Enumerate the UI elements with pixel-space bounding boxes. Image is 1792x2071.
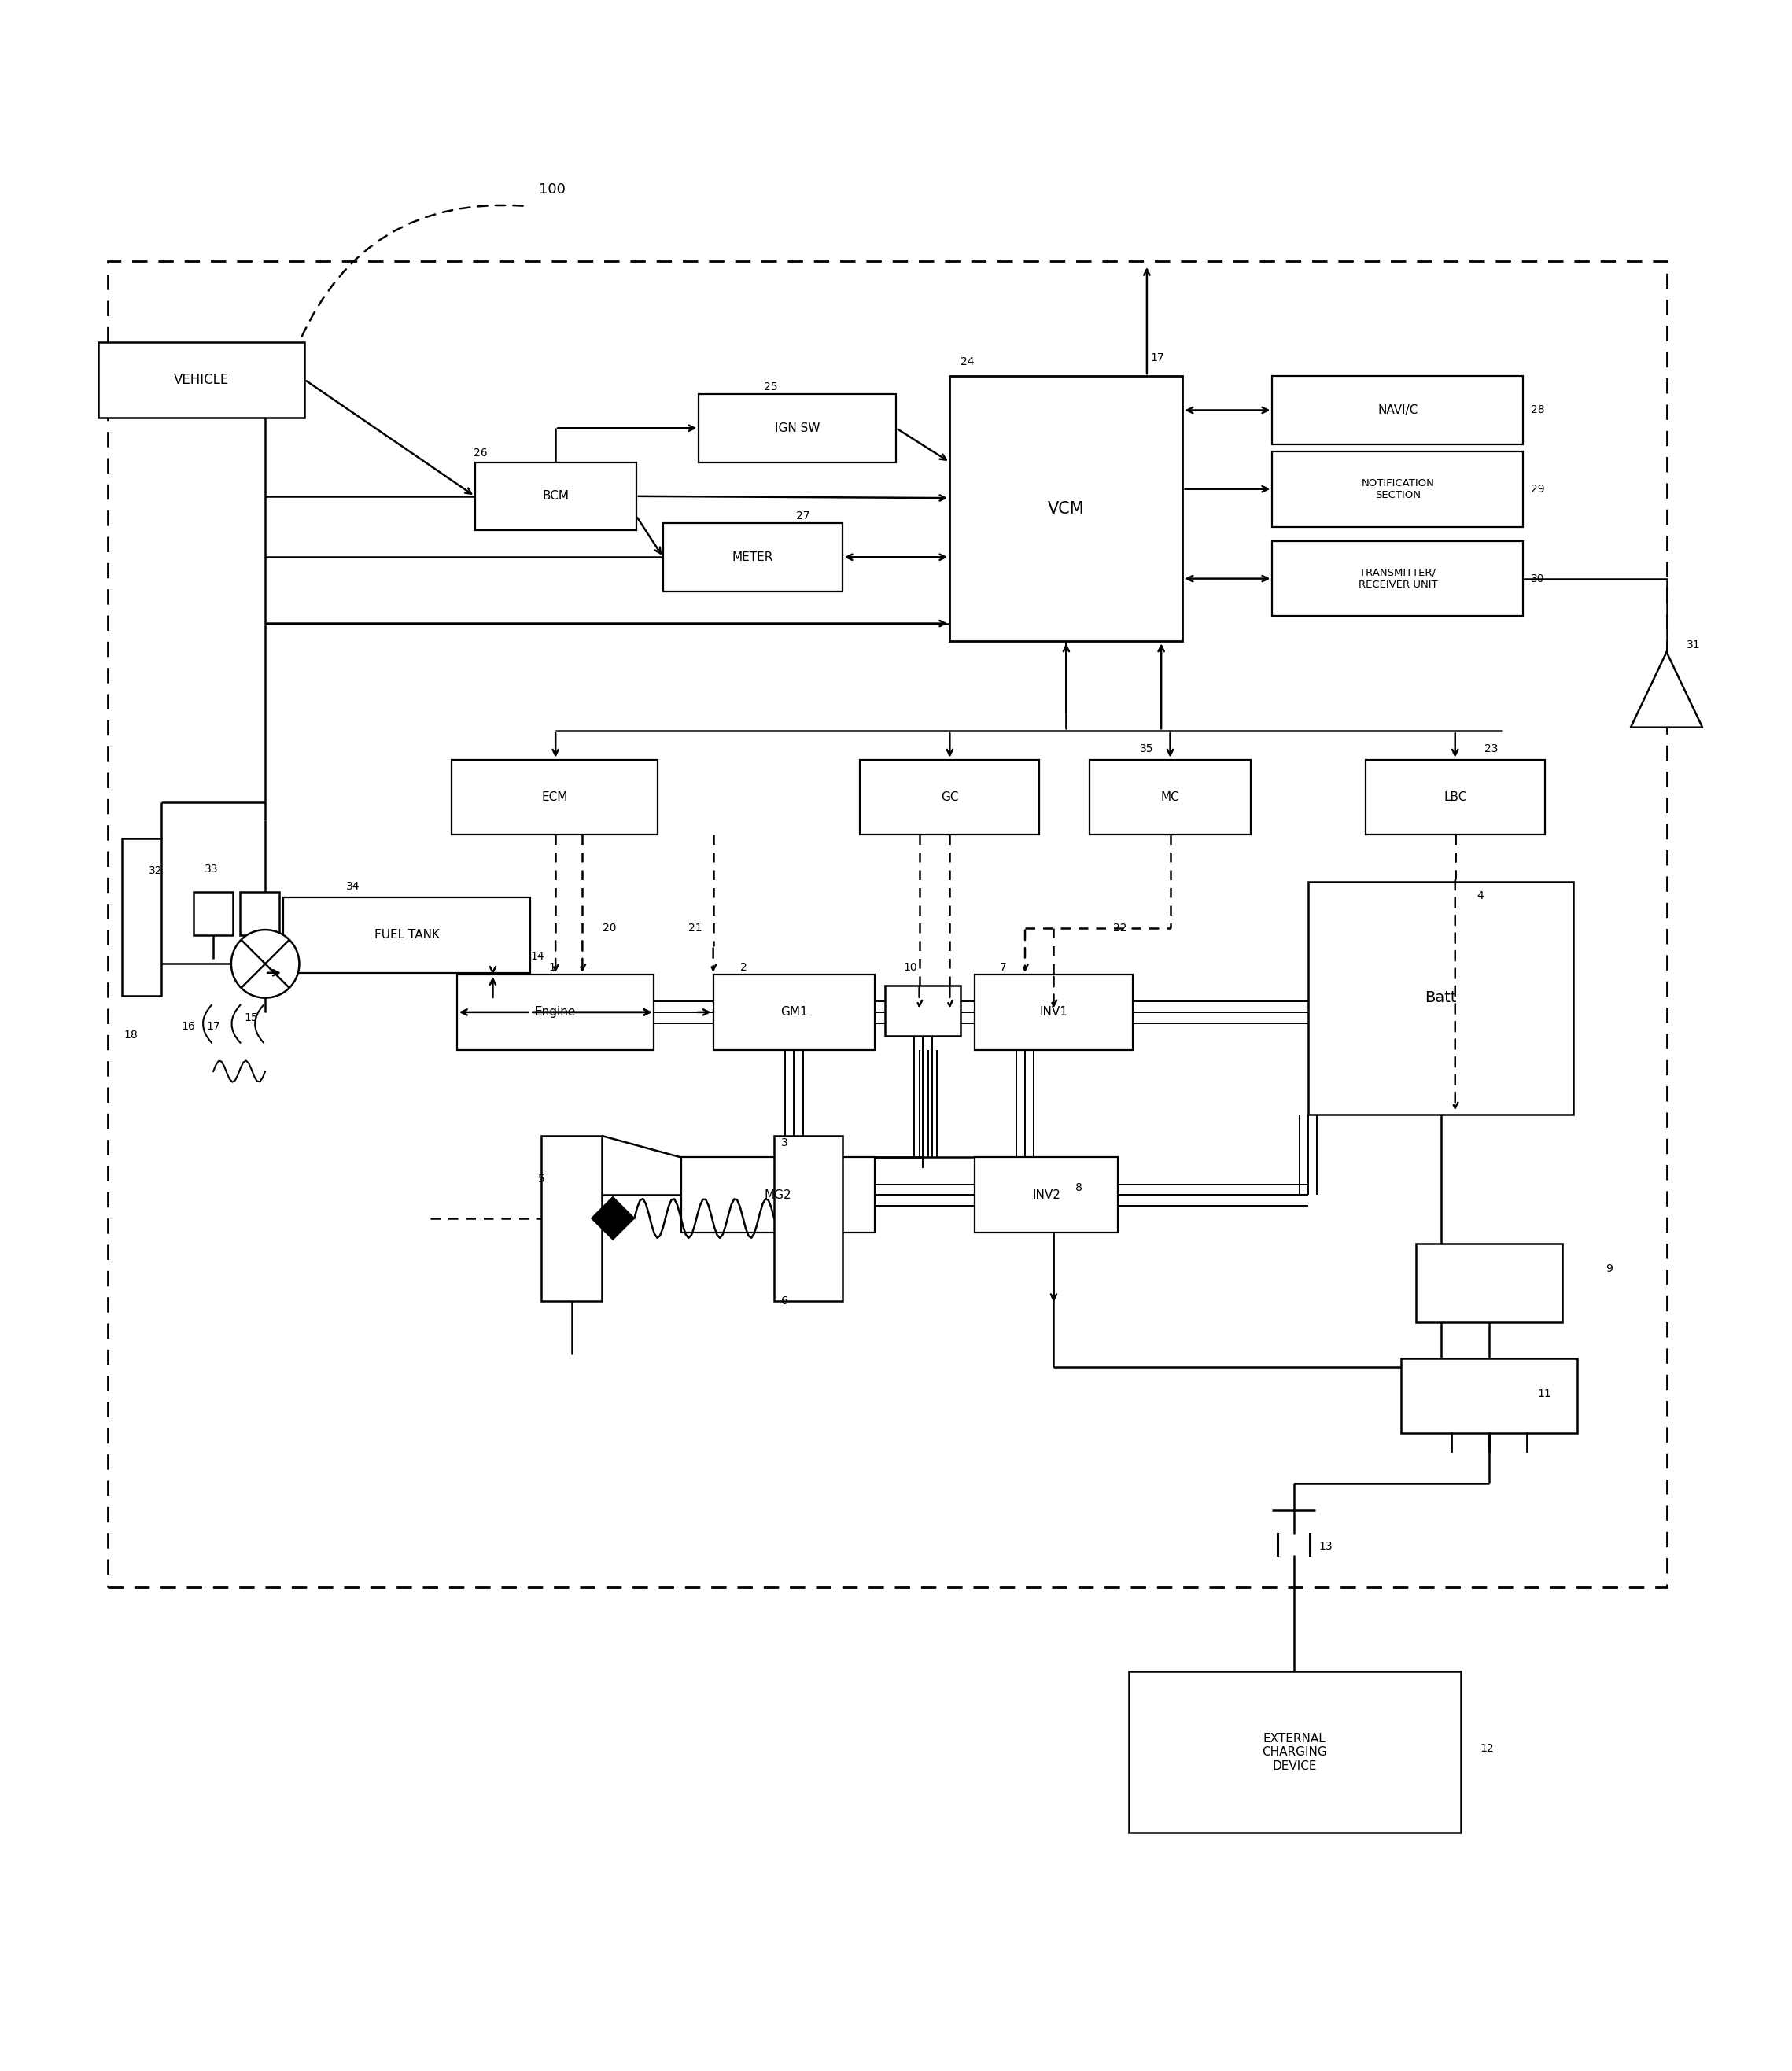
Text: 29: 29	[1530, 483, 1545, 495]
Text: 10: 10	[903, 961, 918, 973]
Text: MG2: MG2	[763, 1189, 792, 1201]
Bar	[1129, 1671, 1460, 1833]
Bar	[950, 377, 1183, 642]
Text: 17: 17	[1150, 352, 1165, 364]
Text: 22: 22	[1113, 922, 1127, 934]
Text: 35: 35	[1140, 743, 1154, 754]
Text: FUEL TANK: FUEL TANK	[375, 930, 439, 940]
Bar	[452, 760, 658, 835]
Bar	[99, 342, 305, 418]
Text: 11: 11	[1538, 1388, 1552, 1400]
Bar	[194, 893, 233, 936]
Bar	[1308, 882, 1573, 1114]
Text: 18: 18	[124, 1029, 138, 1042]
Bar	[1090, 760, 1251, 835]
Bar	[860, 760, 1039, 835]
Circle shape	[231, 930, 299, 998]
Text: 4: 4	[1477, 891, 1484, 901]
Bar	[663, 524, 842, 590]
Text: VCM: VCM	[1048, 501, 1084, 516]
Polygon shape	[1631, 652, 1702, 727]
Bar	[108, 261, 1667, 1586]
Text: 1: 1	[548, 961, 556, 973]
Bar	[541, 1135, 602, 1301]
Bar	[699, 393, 896, 462]
Bar	[240, 893, 280, 936]
Text: 15: 15	[244, 1013, 258, 1023]
Text: 32: 32	[149, 866, 163, 876]
Text: IGN SW: IGN SW	[774, 422, 821, 435]
Text: MC: MC	[1161, 791, 1179, 804]
Text: NAVI/C: NAVI/C	[1378, 404, 1417, 416]
Text: INV2: INV2	[1032, 1189, 1061, 1201]
Text: 30: 30	[1530, 574, 1545, 584]
Text: 16: 16	[181, 1021, 195, 1031]
Polygon shape	[591, 1197, 634, 1241]
Bar	[713, 975, 874, 1050]
Text: 5: 5	[538, 1174, 545, 1185]
Text: 17: 17	[206, 1021, 220, 1031]
Text: LBC: LBC	[1444, 791, 1466, 804]
Bar	[122, 839, 161, 996]
Text: 26: 26	[473, 447, 487, 458]
Text: 34: 34	[346, 882, 360, 893]
Text: 25: 25	[763, 381, 778, 391]
Bar	[1366, 760, 1545, 835]
Bar	[885, 986, 961, 1036]
Bar	[681, 1158, 874, 1232]
Text: ECM: ECM	[541, 791, 568, 804]
Text: 27: 27	[796, 509, 810, 522]
Bar	[975, 1158, 1118, 1232]
Text: 20: 20	[602, 922, 616, 934]
Bar	[975, 975, 1133, 1050]
Bar	[1272, 541, 1523, 617]
Text: 31: 31	[1686, 640, 1701, 650]
Bar	[1416, 1243, 1563, 1321]
Bar	[475, 462, 636, 530]
Text: 33: 33	[204, 864, 219, 874]
Text: NOTIFICATION
SECTION: NOTIFICATION SECTION	[1362, 478, 1434, 499]
Text: Engine: Engine	[536, 1007, 575, 1019]
Text: 23: 23	[1484, 743, 1498, 754]
Bar	[774, 1135, 842, 1301]
Text: 8: 8	[1075, 1183, 1082, 1193]
Bar	[283, 897, 530, 973]
Text: 12: 12	[1480, 1744, 1495, 1754]
Text: VEHICLE: VEHICLE	[174, 373, 229, 387]
Text: 13: 13	[1319, 1541, 1333, 1551]
Text: METER: METER	[733, 551, 772, 563]
Text: 28: 28	[1530, 404, 1545, 416]
Text: GM1: GM1	[780, 1007, 808, 1019]
Bar	[1272, 451, 1523, 526]
Text: INV1: INV1	[1039, 1007, 1068, 1019]
Text: 24: 24	[961, 356, 975, 367]
Text: 100: 100	[539, 182, 564, 197]
Text: 21: 21	[688, 922, 702, 934]
Bar	[1272, 377, 1523, 443]
Text: BCM: BCM	[543, 491, 568, 501]
Text: Batt: Batt	[1425, 990, 1457, 1004]
Text: 3: 3	[781, 1137, 788, 1149]
Bar	[457, 975, 654, 1050]
Text: 9: 9	[1606, 1263, 1613, 1274]
Text: EXTERNAL
CHARGING
DEVICE: EXTERNAL CHARGING DEVICE	[1262, 1733, 1328, 1773]
Text: TRANSMITTER/
RECEIVER UNIT: TRANSMITTER/ RECEIVER UNIT	[1358, 567, 1437, 590]
Text: 6: 6	[781, 1294, 788, 1307]
Text: 14: 14	[530, 951, 545, 963]
Text: 2: 2	[740, 961, 747, 973]
Text: GC: GC	[941, 791, 959, 804]
Text: 7: 7	[1000, 961, 1007, 973]
Bar	[1401, 1359, 1577, 1433]
